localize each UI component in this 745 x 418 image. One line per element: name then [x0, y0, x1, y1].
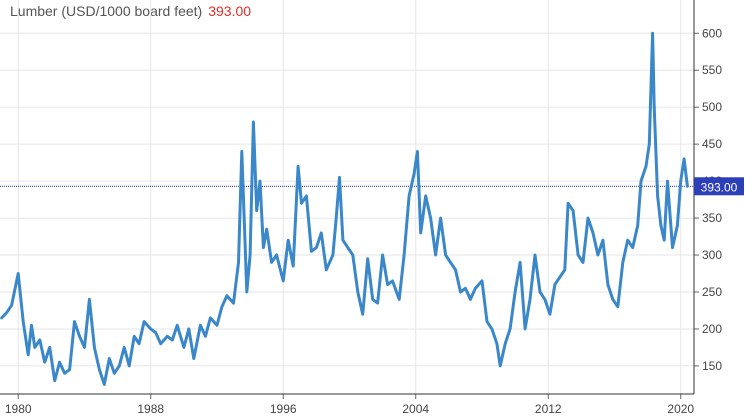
y-tick-label: 250 — [702, 285, 722, 299]
x-tick-label: 2004 — [402, 402, 429, 416]
y-tick-label: 350 — [702, 211, 722, 225]
x-tick-label: 1988 — [137, 402, 164, 416]
series-line — [0, 31, 689, 386]
x-tick-label: 2020 — [667, 402, 694, 416]
y-tick-label: 450 — [702, 137, 722, 151]
y-tick-label: 600 — [702, 26, 722, 40]
x-tick-label: 1980 — [5, 402, 32, 416]
x-tick-label: 1996 — [270, 402, 297, 416]
x-tick-label: 2012 — [535, 402, 562, 416]
chart-title-row: Lumber (USD/1000 board feet) 393.00 — [10, 3, 251, 19]
last-value-label: 393.00 — [701, 180, 738, 194]
chart-title: Lumber (USD/1000 board feet) — [10, 3, 203, 19]
y-tick-label: 200 — [702, 322, 722, 336]
y-tick-label: 500 — [702, 100, 722, 114]
y-tick-label: 150 — [702, 359, 722, 373]
current-price: 393.00 — [208, 3, 252, 19]
last-value-badge — [694, 177, 744, 196]
y-tick-label: 300 — [702, 248, 722, 262]
y-tick-label: 550 — [702, 63, 722, 77]
